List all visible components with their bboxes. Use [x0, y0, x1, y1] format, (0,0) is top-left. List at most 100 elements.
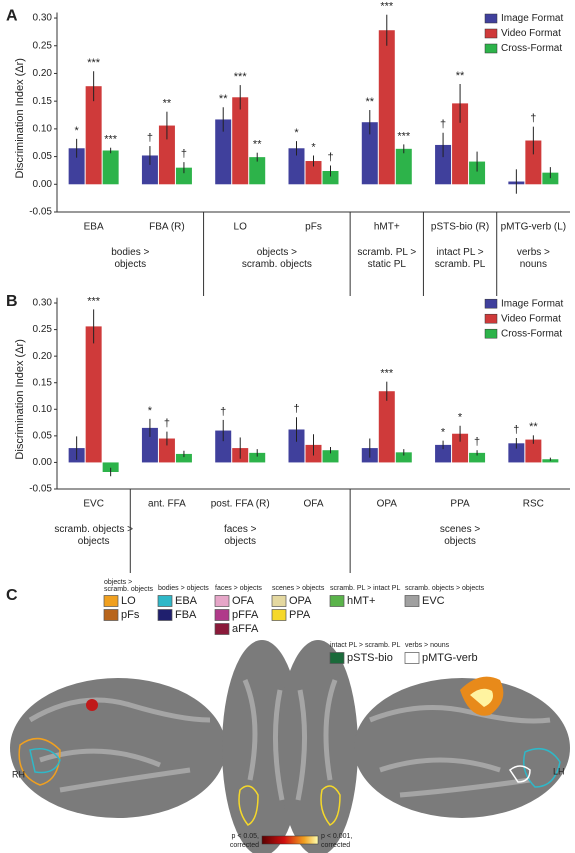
activation: [470, 688, 493, 707]
significance-label: **: [253, 139, 262, 151]
legend-swatch: [157, 595, 173, 607]
legend-label: FBA: [175, 609, 197, 621]
colorbar-label: corrected: [230, 842, 259, 849]
significance-label: †: [513, 424, 519, 436]
bar: [378, 30, 395, 185]
bar: [525, 140, 542, 185]
label-line: intact PL >: [436, 247, 483, 258]
bar: [452, 103, 469, 185]
legend-header: verbs > nouns: [405, 642, 450, 649]
x-tick-label: pSTS-bio (R): [431, 222, 489, 233]
legend-header: scramb. objects > objects: [405, 585, 485, 592]
legend-swatch: [484, 28, 498, 39]
bar: [435, 144, 452, 185]
bar: [158, 438, 175, 463]
bar: [508, 443, 525, 463]
y-tick-label: 0.20: [33, 68, 53, 79]
legend-label: PPA: [289, 609, 311, 621]
legend-label: Image Format: [501, 13, 563, 24]
legend-swatch: [214, 609, 230, 621]
legend-label: EBA: [175, 595, 198, 607]
y-tick-label: 0.00: [33, 457, 53, 468]
bar: [175, 453, 192, 463]
brain-rh: [10, 678, 226, 818]
bar: [322, 450, 339, 463]
legend-label: hMT+: [347, 595, 375, 607]
label-line: faces >: [224, 524, 257, 535]
significance-label: *: [458, 412, 463, 424]
legend-swatch: [271, 609, 287, 621]
label-line: objects >: [104, 579, 132, 586]
bar: [288, 429, 305, 463]
significance-label: †: [220, 406, 226, 418]
significance-label: **: [219, 93, 228, 105]
y-tick-label: 0.05: [33, 151, 53, 162]
panel-label: A: [6, 8, 18, 25]
y-axis-label: Discrimination Index (Δr): [14, 339, 26, 459]
bar: [305, 161, 322, 185]
label-line: objects >: [257, 247, 297, 258]
legend-header: scramb. PL > intact PL: [330, 585, 400, 592]
legend-label: EVC: [422, 595, 445, 607]
roi-outline: [508, 765, 531, 783]
bar: [85, 326, 102, 463]
legend-swatch: [157, 609, 173, 621]
bar: [395, 452, 412, 463]
legend-header: intact PL > scramb. PL: [330, 642, 400, 649]
roi-outline: [320, 785, 341, 826]
significance-label: †: [293, 403, 299, 415]
legend-label: Cross-Format: [501, 328, 562, 339]
x-tick-label: hMT+: [374, 222, 400, 233]
significance-label: *: [148, 405, 153, 417]
bar: [68, 148, 85, 185]
significance-label: *: [441, 427, 446, 439]
x-tick-label: post. FFA (R): [211, 499, 270, 510]
y-tick-label: 0.15: [33, 96, 53, 107]
bar: [452, 433, 469, 463]
bar: [141, 155, 158, 185]
group-label: scramb. PL > static PL: [357, 247, 416, 270]
y-tick-label: 0.30: [33, 298, 53, 309]
bar: [85, 86, 102, 185]
significance-label: †: [530, 113, 536, 125]
colorbar-label: p < 0.001,: [321, 833, 352, 840]
sulci: [242, 679, 338, 801]
bar: [158, 125, 175, 185]
x-tick-label: PPA: [450, 499, 470, 510]
significance-label: *: [75, 125, 80, 137]
brain-ventral-l: [278, 640, 358, 853]
bar: [232, 97, 249, 185]
significance-label: ***: [234, 71, 248, 83]
hemisphere-label: LH: [553, 766, 565, 776]
x-tick-label: EBA: [84, 222, 104, 233]
roi-outline: [523, 747, 561, 788]
group-label: scramb. objects > objects: [54, 524, 133, 547]
x-tick-label: OPA: [377, 499, 398, 510]
group-label: intact PL > scramb. PL: [435, 247, 486, 270]
legend-swatch: [103, 609, 119, 621]
label-line: verbs >: [517, 247, 550, 258]
significance-label: ***: [104, 134, 118, 146]
y-tick-label: 0.10: [33, 124, 53, 135]
bar: [215, 430, 232, 463]
label-line: objects: [444, 536, 476, 547]
panel-label: B: [6, 293, 18, 310]
legend-label: pFs: [121, 609, 140, 621]
label-line: scramb. objects: [104, 586, 154, 593]
colorbar-label: p < 0.05,: [232, 833, 259, 840]
group-label: scenes > objects: [440, 524, 480, 547]
significance-label: **: [163, 98, 172, 110]
bar: [102, 462, 119, 472]
roi-outline: [238, 785, 259, 826]
colorbar: [261, 835, 319, 845]
label-line: objects: [78, 536, 110, 547]
bar: [322, 170, 339, 185]
legend-label: pMTG-verb: [422, 652, 478, 664]
colorbar-label: corrected: [321, 842, 350, 849]
activation: [86, 699, 98, 711]
significance-label: **: [366, 96, 375, 108]
bar: [249, 452, 266, 463]
x-tick-label: ant. FFA: [148, 499, 186, 510]
roi-outline: [29, 748, 61, 774]
